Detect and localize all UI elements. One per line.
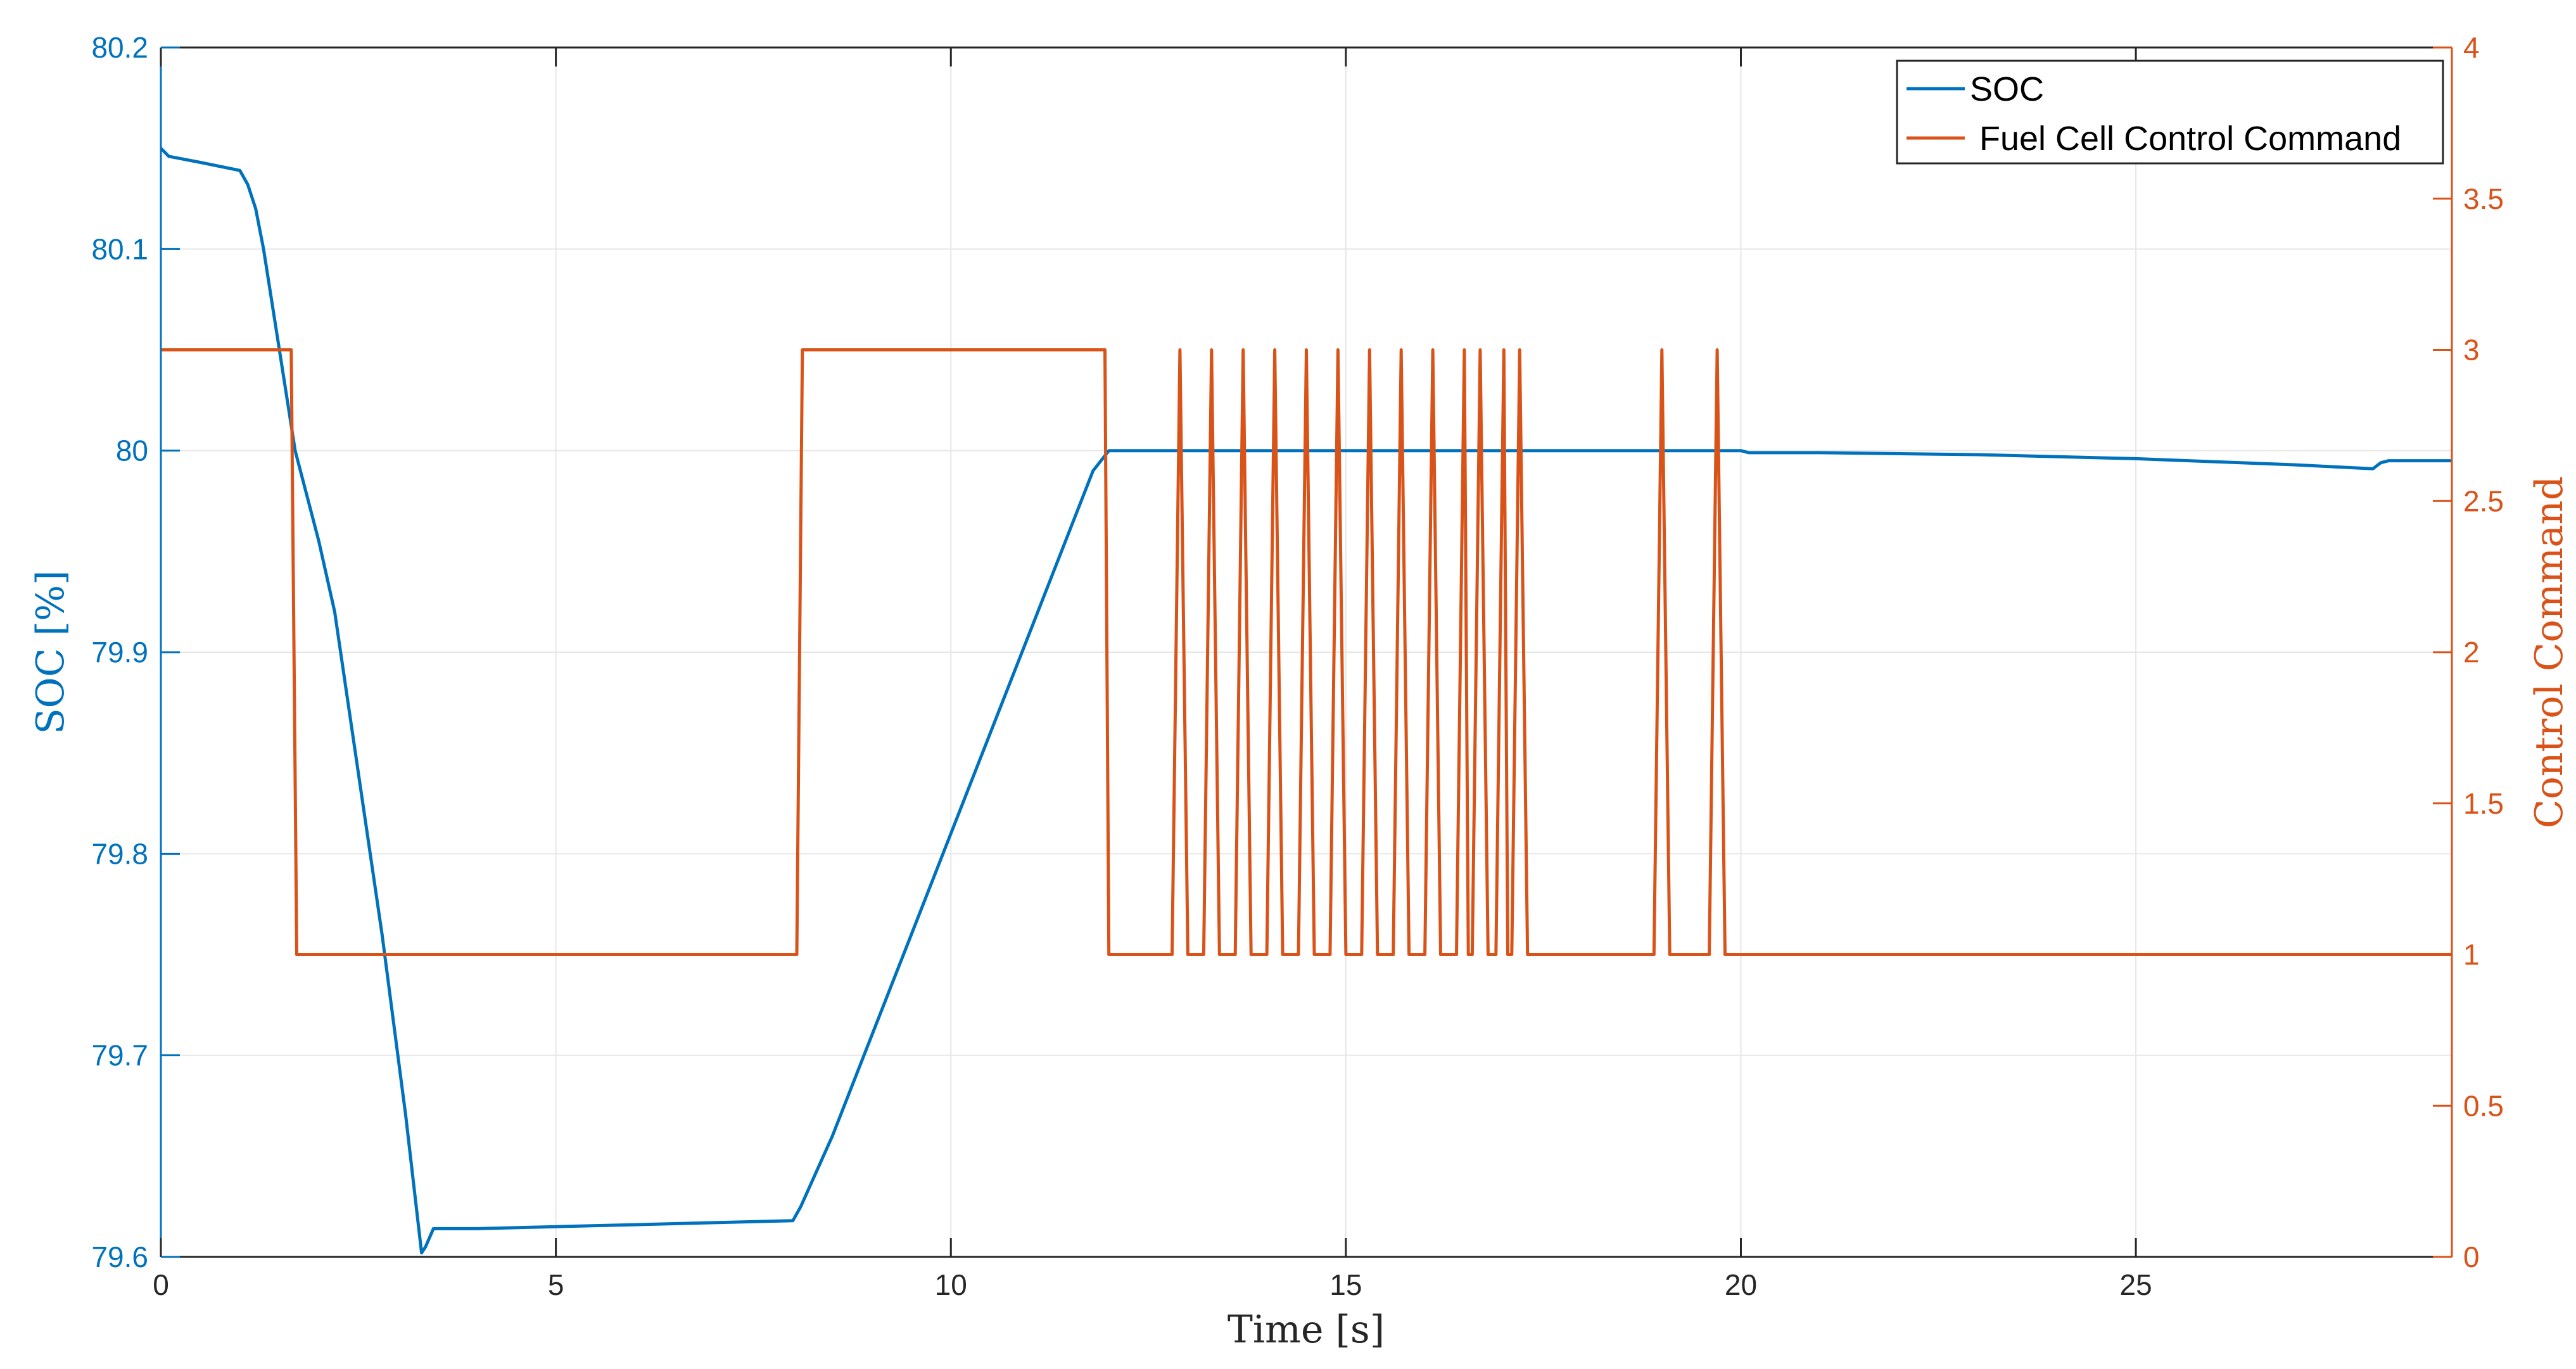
x-axis-label: Time [s] <box>1228 1308 1385 1352</box>
y-right-tick-label: 1.5 <box>2463 787 2504 820</box>
x-tick-label: 15 <box>1329 1268 1362 1301</box>
y-left-tick-label: 80.2 <box>91 31 148 64</box>
y-right-tick-label: 1 <box>2463 938 2480 971</box>
x-tick-label: 10 <box>935 1268 967 1301</box>
series-lines <box>161 147 2452 1255</box>
y-axis-right-label: Control Command <box>2527 476 2572 829</box>
y-left-tick-label: 80 <box>116 434 148 467</box>
y-left-tick-label: 80.1 <box>91 232 148 265</box>
legend: SOC Fuel Cell Control Command <box>1896 60 2444 165</box>
y-right-tick-label: 2.5 <box>2463 484 2504 517</box>
series-line-command <box>161 348 2452 956</box>
y-right-tick-label: 3 <box>2463 334 2480 367</box>
x-tick-label: 25 <box>2120 1268 2152 1301</box>
legend-box <box>1896 60 2444 165</box>
y-right-tick-label: 0.5 <box>2463 1089 2504 1122</box>
grid-lines <box>161 47 2452 1257</box>
legend-label-soc: SOC <box>1970 70 2044 108</box>
tick-labels: 0 5 10 15 20 25 79.6 79.7 79.8 79.9 80 80.1 80.2 0 0.5… <box>91 31 2503 1301</box>
x-tick-label: 20 <box>1725 1268 1757 1301</box>
series-line-soc <box>161 147 2452 1255</box>
y-right-tick-label: 2 <box>2463 636 2480 669</box>
legend-label-command: Fuel Cell Control Command <box>1979 120 2401 158</box>
y-left-tick-label: 79.9 <box>91 636 148 669</box>
y-axis-left-label: SOC [%] <box>29 570 73 734</box>
y-left-tick-label: 79.6 <box>91 1240 148 1273</box>
y-right-tick-label: 0 <box>2463 1240 2480 1273</box>
y-left-tick-label: 79.7 <box>91 1039 148 1072</box>
x-tick-label: 5 <box>548 1268 564 1301</box>
y-right-tick-label: 4 <box>2463 31 2480 64</box>
y-right-tick-label: 3.5 <box>2463 182 2504 215</box>
y-left-tick-label: 79.8 <box>91 837 148 870</box>
x-tick-label: 0 <box>153 1268 169 1301</box>
